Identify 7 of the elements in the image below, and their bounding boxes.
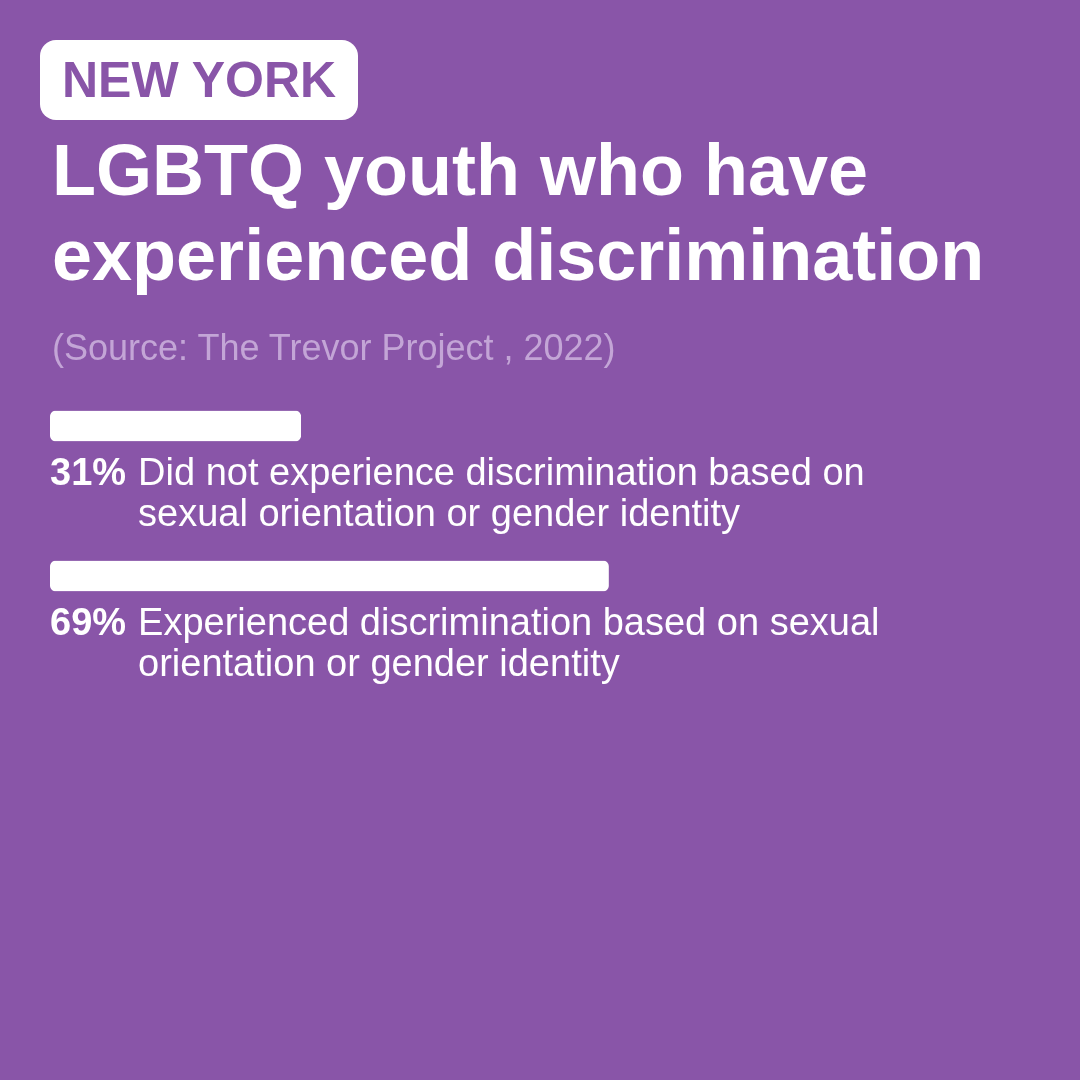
text: (Source: The Trevor Project , 2022) xyxy=(52,326,616,370)
chart-title: LGBTQ youth who have experienced discrimination xyxy=(52,129,986,297)
data-label: 31% xyxy=(50,451,127,493)
y-tick-label: Did not experience discrimination based on sexual orientation or gender identity xyxy=(138,451,865,534)
chart-subtitle: NEW YORK xyxy=(40,40,359,120)
y-tick-label: Experienced discrimination based on sexual orientation or gender identity xyxy=(138,601,880,684)
data-label: 69% xyxy=(50,601,127,643)
